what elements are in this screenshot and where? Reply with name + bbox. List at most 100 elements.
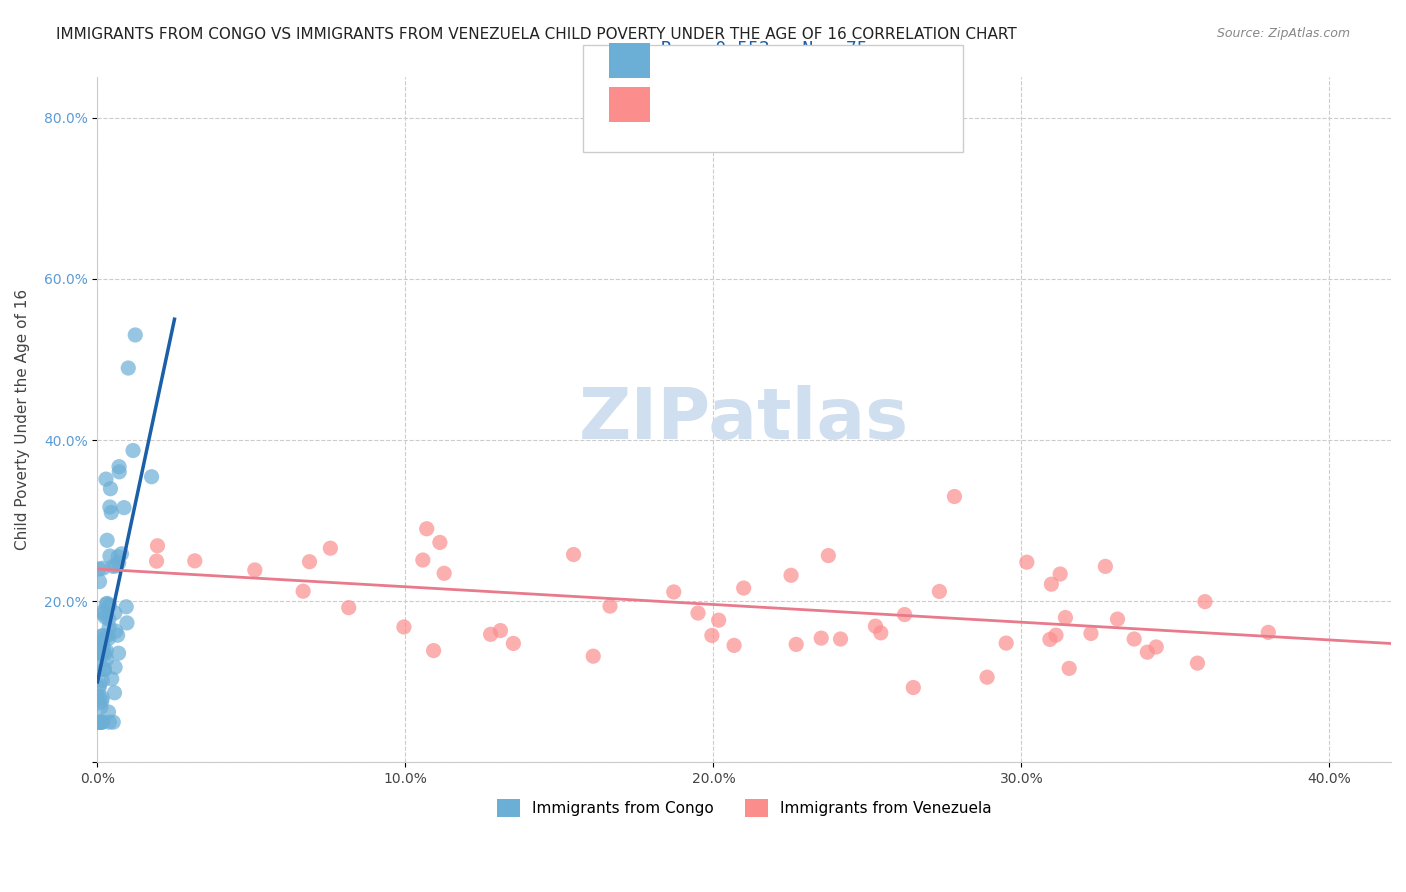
Immigrants from Venezuela xyxy=(865,619,887,633)
Immigrants from Venezuela xyxy=(1136,645,1159,659)
Immigrants from Congo xyxy=(93,632,115,647)
Immigrants from Venezuela xyxy=(1054,610,1077,624)
Immigrants from Congo xyxy=(87,715,110,730)
Immigrants from Congo xyxy=(87,681,110,695)
Immigrants from Congo xyxy=(103,715,125,730)
Immigrants from Congo xyxy=(115,615,138,630)
Immigrants from Congo xyxy=(96,643,118,657)
Immigrants from Congo xyxy=(89,678,111,692)
Y-axis label: Child Poverty Under the Age of 16: Child Poverty Under the Age of 16 xyxy=(15,289,30,550)
Immigrants from Venezuela xyxy=(298,555,321,569)
Immigrants from Congo xyxy=(104,606,127,620)
Immigrants from Venezuela xyxy=(810,631,832,645)
Immigrants from Congo xyxy=(107,549,129,564)
Legend: Immigrants from Congo, Immigrants from Venezuela: Immigrants from Congo, Immigrants from V… xyxy=(491,792,997,823)
Immigrants from Venezuela xyxy=(337,600,360,615)
Immigrants from Congo xyxy=(91,715,114,730)
Immigrants from Congo xyxy=(91,690,114,705)
Immigrants from Congo xyxy=(91,605,114,619)
Immigrants from Congo xyxy=(87,715,110,730)
Immigrants from Congo xyxy=(87,648,110,663)
Immigrants from Venezuela xyxy=(817,549,839,563)
Immigrants from Congo xyxy=(90,638,112,652)
Immigrants from Congo xyxy=(141,469,163,483)
Immigrants from Venezuela xyxy=(928,584,950,599)
Immigrants from Congo xyxy=(94,472,117,486)
Immigrants from Congo xyxy=(87,690,110,704)
Immigrants from Congo xyxy=(96,597,118,611)
Immigrants from Venezuela xyxy=(707,613,730,627)
Immigrants from Congo xyxy=(93,663,115,677)
Immigrants from Congo xyxy=(91,673,114,688)
Immigrants from Congo xyxy=(101,559,124,574)
Immigrants from Congo xyxy=(108,465,131,479)
Immigrants from Venezuela xyxy=(292,584,315,599)
Text: Source: ZipAtlas.com: Source: ZipAtlas.com xyxy=(1216,27,1350,40)
Immigrants from Congo xyxy=(107,646,129,660)
Text: IMMIGRANTS FROM CONGO VS IMMIGRANTS FROM VENEZUELA CHILD POVERTY UNDER THE AGE O: IMMIGRANTS FROM CONGO VS IMMIGRANTS FROM… xyxy=(56,27,1017,42)
Immigrants from Congo xyxy=(100,672,122,686)
Text: R =  0.552   N = 75: R = 0.552 N = 75 xyxy=(661,40,868,58)
Immigrants from Congo xyxy=(90,700,112,714)
Immigrants from Congo xyxy=(103,686,125,700)
Immigrants from Congo xyxy=(96,533,118,548)
Immigrants from Venezuela xyxy=(1094,559,1116,574)
Immigrants from Venezuela xyxy=(319,541,342,556)
Text: ZIPatlas: ZIPatlas xyxy=(579,385,910,454)
Immigrants from Congo xyxy=(87,644,110,658)
Immigrants from Venezuela xyxy=(479,627,502,641)
Immigrants from Venezuela xyxy=(1057,661,1080,675)
Immigrants from Venezuela xyxy=(903,681,925,695)
Immigrants from Venezuela xyxy=(1039,632,1062,647)
Immigrants from Venezuela xyxy=(1187,656,1209,670)
Immigrants from Venezuela xyxy=(995,636,1018,650)
Immigrants from Congo xyxy=(108,459,131,474)
Immigrants from Congo xyxy=(89,715,111,730)
Immigrants from Venezuela xyxy=(415,522,437,536)
Immigrants from Venezuela xyxy=(429,535,451,549)
Immigrants from Congo xyxy=(94,610,117,624)
Immigrants from Congo xyxy=(96,629,118,643)
Immigrants from Venezuela xyxy=(489,624,512,638)
Immigrants from Venezuela xyxy=(1144,640,1167,654)
Immigrants from Venezuela xyxy=(582,649,605,664)
Immigrants from Congo xyxy=(89,574,111,589)
Immigrants from Congo xyxy=(90,694,112,708)
Immigrants from Venezuela xyxy=(1080,626,1102,640)
Immigrants from Congo xyxy=(98,599,121,613)
Immigrants from Congo xyxy=(124,328,146,343)
Immigrants from Venezuela xyxy=(412,553,434,567)
Immigrants from Congo xyxy=(90,636,112,650)
Immigrants from Congo xyxy=(100,506,122,520)
Immigrants from Venezuela xyxy=(893,607,915,622)
Immigrants from Congo xyxy=(89,663,111,677)
Immigrants from Congo xyxy=(96,652,118,666)
Immigrants from Venezuela xyxy=(145,554,167,568)
Immigrants from Venezuela xyxy=(502,636,524,650)
Immigrants from Congo xyxy=(98,500,121,514)
Immigrants from Congo xyxy=(91,629,114,643)
Immigrants from Congo xyxy=(104,558,127,573)
Immigrants from Congo xyxy=(87,647,110,661)
Immigrants from Congo xyxy=(104,660,127,674)
Immigrants from Congo xyxy=(91,715,114,730)
Immigrants from Venezuela xyxy=(422,643,444,657)
Immigrants from Venezuela xyxy=(662,585,685,599)
Immigrants from Venezuela xyxy=(830,632,852,646)
Immigrants from Venezuela xyxy=(1194,594,1216,608)
Immigrants from Venezuela xyxy=(976,670,998,684)
Immigrants from Congo xyxy=(93,642,115,657)
Immigrants from Congo xyxy=(98,715,121,730)
Immigrants from Congo xyxy=(91,607,114,621)
Immigrants from Congo xyxy=(87,715,110,730)
Immigrants from Venezuela xyxy=(733,581,755,595)
Immigrants from Congo xyxy=(90,647,112,661)
Immigrants from Venezuela xyxy=(1045,628,1067,642)
Immigrants from Venezuela xyxy=(1015,555,1038,569)
Immigrants from Venezuela xyxy=(1123,632,1146,646)
Immigrants from Venezuela xyxy=(869,625,891,640)
Immigrants from Congo xyxy=(97,705,120,719)
Immigrants from Congo xyxy=(87,562,110,576)
Immigrants from Venezuela xyxy=(785,637,807,651)
Immigrants from Congo xyxy=(112,500,135,515)
